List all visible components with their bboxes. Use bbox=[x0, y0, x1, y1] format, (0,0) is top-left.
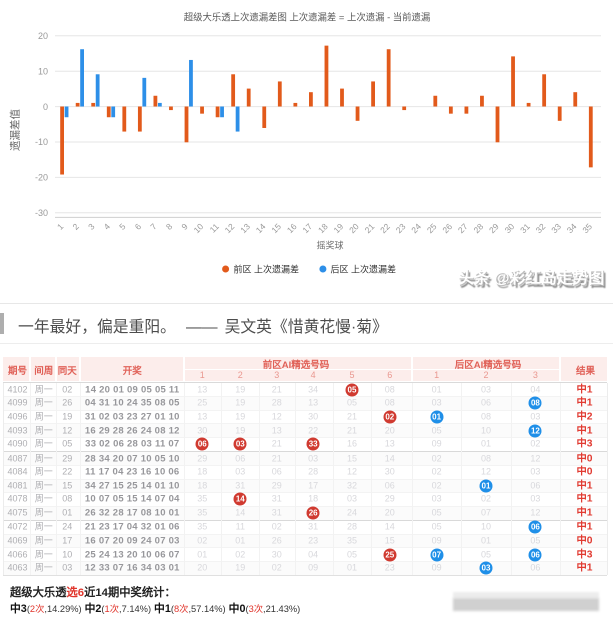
svg-text:18: 18 bbox=[316, 221, 330, 235]
svg-text:-30: -30 bbox=[35, 208, 48, 218]
svg-text:25: 25 bbox=[425, 221, 439, 235]
svg-text:11: 11 bbox=[208, 221, 222, 235]
svg-text:26: 26 bbox=[440, 221, 454, 235]
svg-text:29: 29 bbox=[487, 221, 501, 235]
svg-text:前区 上次遗漏差: 前区 上次遗漏差 bbox=[234, 263, 300, 274]
svg-text:33: 33 bbox=[549, 221, 563, 235]
svg-text:23: 23 bbox=[394, 221, 408, 235]
svg-text:10: 10 bbox=[192, 221, 206, 235]
svg-text:17: 17 bbox=[300, 221, 314, 235]
svg-text:12: 12 bbox=[223, 221, 237, 235]
svg-text:-10: -10 bbox=[35, 137, 48, 147]
svg-text:24: 24 bbox=[409, 221, 423, 235]
svg-text:31: 31 bbox=[518, 221, 532, 235]
svg-text:8: 8 bbox=[164, 221, 175, 232]
svg-text:22: 22 bbox=[378, 221, 392, 235]
svg-text:2: 2 bbox=[70, 221, 81, 232]
svg-text:9: 9 bbox=[179, 221, 190, 232]
svg-text:6: 6 bbox=[133, 221, 144, 232]
svg-text:35: 35 bbox=[580, 221, 594, 235]
svg-text:32: 32 bbox=[534, 221, 548, 235]
svg-text:0: 0 bbox=[43, 102, 48, 112]
svg-text:16: 16 bbox=[285, 221, 299, 235]
svg-text:4: 4 bbox=[102, 221, 113, 232]
svg-text:14: 14 bbox=[254, 221, 268, 235]
svg-text:5: 5 bbox=[117, 221, 128, 232]
svg-text:15: 15 bbox=[269, 221, 283, 235]
svg-text:28: 28 bbox=[471, 221, 485, 235]
svg-text:27: 27 bbox=[456, 221, 470, 235]
svg-text:20: 20 bbox=[38, 31, 48, 41]
svg-text:1: 1 bbox=[55, 221, 66, 232]
svg-text:30: 30 bbox=[503, 221, 517, 235]
svg-text:19: 19 bbox=[331, 221, 345, 235]
svg-text:3: 3 bbox=[86, 221, 97, 232]
svg-text:超级大乐透上次遗漏差图 上次遗漏差 = 上次遗漏 - 当前遗: 超级大乐透上次遗漏差图 上次遗漏差 = 上次遗漏 - 当前遗漏 bbox=[184, 12, 431, 23]
svg-text:-20: -20 bbox=[35, 173, 48, 183]
svg-text:10: 10 bbox=[38, 66, 48, 76]
svg-text:34: 34 bbox=[565, 221, 579, 235]
svg-text:20: 20 bbox=[347, 221, 361, 235]
svg-text:21: 21 bbox=[363, 221, 377, 235]
svg-text:13: 13 bbox=[238, 221, 252, 235]
svg-text:7: 7 bbox=[148, 221, 159, 232]
svg-text:后区 上次遗漏差: 后区 上次遗漏差 bbox=[331, 263, 397, 274]
svg-text:遗漏差值: 遗漏差值 bbox=[9, 109, 22, 151]
svg-text:摇奖球: 摇奖球 bbox=[316, 240, 343, 251]
